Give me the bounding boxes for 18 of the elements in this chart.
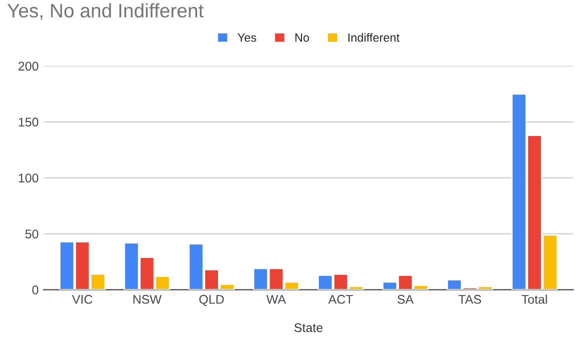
x-tick-label: QLD <box>199 294 224 306</box>
x-tick-label: Total <box>522 294 547 304</box>
legend-label: No <box>295 34 310 42</box>
x-tick-label: VIC <box>72 294 92 304</box>
x-tick-label: NSW <box>133 294 162 304</box>
legend-label: Yes <box>238 34 256 42</box>
y-tick-label: 50 <box>25 230 38 238</box>
y-tick-label: 200 <box>18 62 38 71</box>
x-axis-title: State <box>294 323 322 332</box>
x-tick-label: ACT <box>328 294 353 304</box>
y-tick-label: 100 <box>18 174 38 182</box>
x-tick-label: TAS <box>458 294 482 304</box>
y-tick-label: 150 <box>18 118 38 127</box>
x-tick-label: SA <box>398 294 414 304</box>
chart-title: Yes, No and Indifferent <box>7 3 204 20</box>
legend-label: Indifferent <box>348 33 400 42</box>
y-tick-label: 0 <box>32 286 38 294</box>
x-tick-label: WA <box>266 295 286 304</box>
